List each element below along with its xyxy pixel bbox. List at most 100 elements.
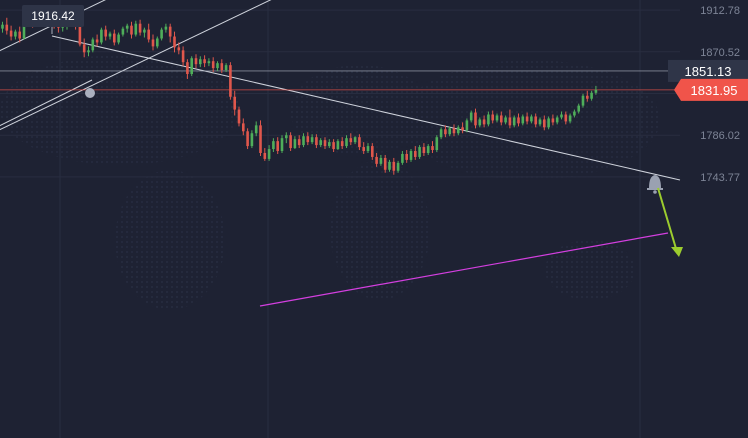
candle-body	[457, 127, 460, 134]
candle-86	[371, 143, 374, 160]
candle-21	[91, 37, 95, 53]
candle-100	[431, 141, 434, 153]
candle-body	[353, 137, 357, 143]
candle-88	[379, 154, 383, 166]
candle-body	[9, 30, 13, 37]
candle-131	[564, 111, 568, 125]
candle-body	[95, 39, 99, 43]
candle-77	[332, 139, 335, 153]
candle-body	[224, 65, 228, 71]
candle-72	[310, 134, 314, 145]
price-tick-label-4: 1743.77	[700, 172, 740, 184]
chart-grid	[0, 0, 680, 438]
candle-body	[504, 117, 507, 123]
candle-body	[495, 115, 499, 121]
high-marker-box	[22, 5, 84, 27]
candle-45	[194, 54, 198, 69]
candle-body	[478, 119, 482, 126]
channel-line-upper[interactable]	[0, 0, 312, 132]
downtrend-line[interactable]	[51, 35, 681, 181]
candle-body	[340, 141, 344, 147]
candle-body	[186, 62, 189, 75]
candle-112	[482, 115, 486, 128]
candle-body	[328, 142, 331, 147]
candle-98	[422, 143, 426, 156]
candle-body	[396, 162, 400, 171]
candle-3	[14, 29, 17, 40]
candle-55	[237, 106, 241, 127]
candle-body	[147, 29, 150, 40]
candle-body	[323, 140, 327, 147]
candle-body	[246, 131, 249, 147]
candle-body	[78, 26, 82, 45]
candle-body	[336, 141, 340, 150]
candle-80	[345, 135, 348, 149]
candle-body	[594, 89, 598, 93]
support-trendline[interactable]	[259, 232, 669, 307]
candle-32	[138, 19, 142, 36]
channel-line-mid[interactable]	[0, 79, 93, 128]
channel-line-lower[interactable]	[0, 0, 225, 53]
candle-body	[125, 25, 129, 29]
candle-body	[345, 138, 348, 147]
candle-body	[143, 29, 146, 33]
candle-129	[555, 115, 559, 125]
candle-103	[444, 125, 447, 138]
candle-66	[285, 132, 288, 144]
candle-body	[435, 137, 439, 151]
candle-body	[302, 136, 305, 146]
candle-36	[156, 36, 159, 49]
candle-body	[22, 22, 26, 39]
candle-46	[199, 56, 202, 68]
candle-body	[332, 142, 335, 150]
candle-body	[482, 119, 486, 125]
projection-arrow[interactable]	[657, 187, 683, 257]
candle-body	[207, 61, 211, 64]
candle-body	[104, 29, 107, 37]
candle-118	[508, 109, 512, 129]
price-tick-label-3: 1786.02	[700, 130, 740, 142]
candle-105	[452, 124, 456, 137]
candle-27	[117, 32, 120, 45]
candle-50	[216, 61, 219, 72]
candle-body	[551, 118, 555, 123]
candle-body	[469, 112, 473, 121]
candle-70	[302, 133, 305, 148]
candle-125	[538, 117, 542, 127]
candle-body	[517, 117, 520, 124]
candle-38	[164, 23, 168, 33]
candle-body	[113, 33, 116, 43]
candle-136	[586, 90, 589, 102]
alert-bell-icon[interactable]	[647, 175, 663, 194]
candle-body	[229, 65, 232, 97]
candle-54	[233, 90, 236, 116]
candle-121	[521, 114, 525, 126]
candle-body	[177, 47, 181, 51]
candle-body	[289, 135, 292, 149]
candle-body	[199, 59, 202, 65]
alert-price-box[interactable]	[668, 59, 748, 82]
candle-body	[371, 146, 374, 157]
candle-body	[280, 138, 284, 152]
candle-body	[306, 136, 310, 143]
candle-body	[426, 146, 430, 153]
candle-body	[366, 146, 370, 152]
candle-body	[564, 114, 568, 122]
candle-body	[555, 117, 559, 123]
candle-123	[530, 114, 533, 124]
drawing-handle[interactable]	[85, 88, 95, 98]
candle-body	[418, 147, 421, 157]
candle-body	[130, 25, 133, 35]
candle-126	[543, 115, 546, 131]
candle-132	[568, 113, 572, 124]
candle-body	[160, 29, 163, 39]
candle-76	[328, 139, 331, 149]
candle-body	[465, 120, 469, 131]
candle-body	[14, 31, 17, 37]
alert-price-label: 1851.13	[685, 64, 732, 79]
candle-75	[323, 137, 327, 150]
candle-body	[508, 117, 512, 126]
candle-94	[405, 150, 408, 163]
candle-body	[491, 114, 494, 121]
